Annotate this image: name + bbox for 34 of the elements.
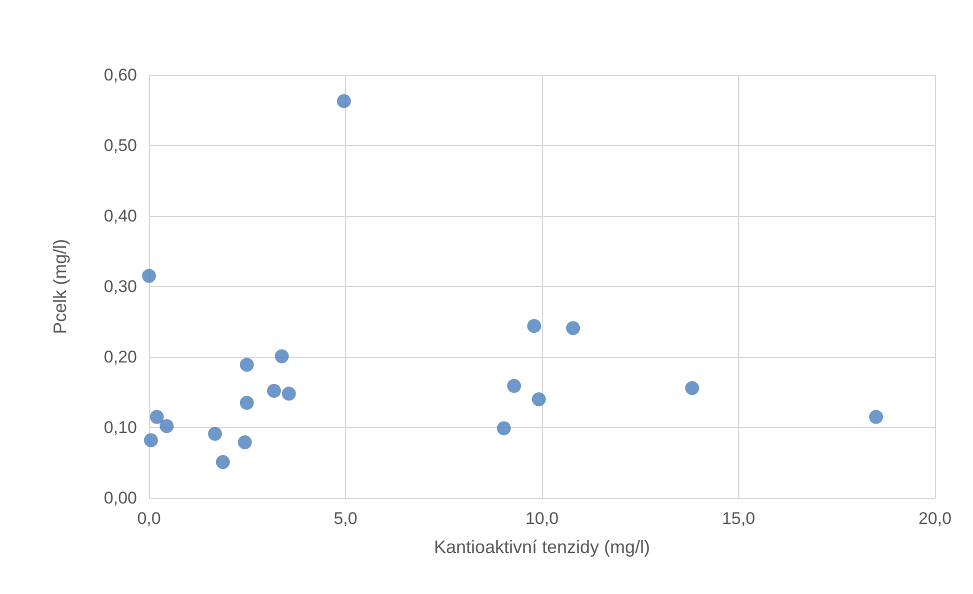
x-axis-title: Kantioaktivní tenzidy (mg/l) bbox=[434, 537, 650, 557]
point bbox=[566, 321, 580, 336]
point bbox=[532, 392, 546, 406]
y-tick-label: 0,60 bbox=[104, 66, 137, 84]
point bbox=[507, 378, 522, 393]
point bbox=[150, 410, 164, 424]
point bbox=[238, 435, 252, 450]
x-tick-label: 10,0 bbox=[525, 509, 559, 528]
point bbox=[266, 384, 281, 398]
point bbox=[527, 318, 542, 333]
point bbox=[336, 94, 351, 108]
point bbox=[685, 381, 700, 396]
y-tick-label: 0,30 bbox=[104, 277, 137, 296]
y-tick-label: 0,10 bbox=[104, 418, 137, 437]
point bbox=[144, 433, 158, 448]
point bbox=[869, 410, 884, 424]
point bbox=[282, 386, 296, 401]
point bbox=[216, 455, 230, 470]
point bbox=[496, 421, 511, 436]
y-tick-label: 0,20 bbox=[104, 348, 137, 366]
y-tick-label: 0,50 bbox=[104, 136, 137, 155]
point bbox=[240, 396, 254, 410]
y-axis-title: Pcelk (mg/l) bbox=[50, 238, 70, 334]
point bbox=[208, 426, 222, 441]
point bbox=[142, 268, 156, 283]
x-tick-label: 20,0 bbox=[918, 509, 952, 528]
x-tick-label: 5,0 bbox=[334, 509, 358, 528]
point bbox=[160, 419, 174, 434]
x-tick-label: 15,0 bbox=[722, 509, 756, 528]
x-tick-label: 0,0 bbox=[137, 509, 161, 528]
point bbox=[274, 349, 289, 364]
y-tick-label: 0,40 bbox=[104, 206, 137, 226]
y-tick-label: 0,00 bbox=[104, 488, 137, 508]
point bbox=[240, 358, 254, 372]
